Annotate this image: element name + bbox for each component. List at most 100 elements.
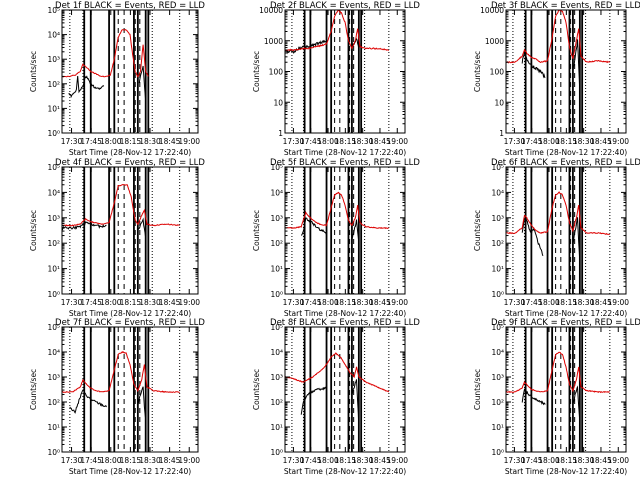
y-tick-label: 1 bbox=[499, 129, 504, 138]
y-tick-label: 10³ bbox=[47, 373, 60, 382]
plot-frame bbox=[61, 9, 199, 134]
x-tick-label: 19:00 bbox=[178, 298, 200, 307]
events-series-line bbox=[61, 221, 107, 231]
plot-frame bbox=[61, 166, 199, 295]
y-axis-label: Counts/sec bbox=[252, 369, 261, 410]
x-tick-label: 17:30 bbox=[283, 298, 305, 307]
x-tick-label: 17:30 bbox=[504, 298, 526, 307]
events-series-line bbox=[284, 39, 327, 55]
lld-series-line bbox=[505, 351, 610, 394]
y-tick-label: 10² bbox=[47, 239, 60, 248]
x-tick-label: 18:30 bbox=[139, 137, 161, 146]
y-tick-label: 10⁵ bbox=[270, 163, 283, 172]
x-axis-label: Start Time (28-Nov-12 17:22:40) bbox=[69, 148, 191, 157]
x-tick-label: 17:30 bbox=[283, 137, 305, 146]
x-axis-label: Start Time (28-Nov-12 17:22:40) bbox=[69, 467, 191, 476]
y-tick-label: 10¹ bbox=[47, 423, 60, 432]
x-tick-label: 19:00 bbox=[386, 456, 408, 465]
panel-5: Det 5f BLACK = Events, RED = LLD 10⁰ 10¹ 10… bbox=[252, 158, 420, 318]
events-series-line bbox=[521, 388, 546, 406]
y-tick-label: 10² bbox=[47, 398, 60, 407]
events-series-line bbox=[138, 65, 147, 102]
x-tick-label: 18:00 bbox=[317, 137, 339, 146]
events-series-line bbox=[351, 219, 360, 244]
y-tick-label: 1000 bbox=[264, 37, 283, 46]
x-tick-label: 19:00 bbox=[386, 137, 408, 146]
y-axis-label: Counts/sec bbox=[473, 210, 482, 251]
x-tick-label: 19:00 bbox=[607, 137, 629, 146]
y-tick-label: 10¹ bbox=[270, 423, 283, 432]
y-tick-label: 10¹ bbox=[47, 265, 60, 274]
panel-title: Det 5f BLACK = Events, RED = LLD bbox=[270, 158, 420, 168]
y-tick-label: 10² bbox=[491, 239, 504, 248]
y-tick-label: 10⁰ bbox=[491, 448, 504, 457]
x-tick-label: 18:00 bbox=[538, 137, 560, 146]
y-tick-label: 10⁵ bbox=[47, 323, 60, 332]
y-tick-label: 10³ bbox=[270, 373, 283, 382]
panel-8: Det 8f BLACK = Events, RED = LLD 10⁰ 10¹ 10… bbox=[252, 318, 420, 476]
y-tick-label: 100 bbox=[490, 68, 505, 77]
lld-series-line bbox=[61, 183, 180, 227]
y-tick-label: 10⁰ bbox=[270, 290, 283, 299]
lld-series-line bbox=[505, 9, 611, 64]
x-tick-label: 18:00 bbox=[100, 456, 122, 465]
y-tick-label: 10⁴ bbox=[47, 188, 60, 197]
events-series-line bbox=[521, 50, 546, 79]
panel-9: Det 9f BLACK = Events, RED = LLD 10⁰ 10¹ 10… bbox=[473, 318, 640, 476]
y-tick-label: 10¹ bbox=[491, 265, 504, 274]
x-tick-label: 18:00 bbox=[538, 456, 560, 465]
x-tick-label: 18:15 bbox=[120, 298, 142, 307]
y-tick-label: 10¹ bbox=[270, 265, 283, 274]
y-tick-label: 10 bbox=[273, 98, 283, 107]
x-tick-label: 19:00 bbox=[607, 456, 629, 465]
events-series-line bbox=[137, 217, 147, 239]
x-tick-label: 18:45 bbox=[159, 298, 181, 307]
y-tick-label: 10⁰ bbox=[47, 290, 60, 299]
y-tick-label: 1000 bbox=[485, 37, 504, 46]
events-series-line bbox=[521, 217, 544, 257]
y-tick-label: 10⁰ bbox=[47, 448, 60, 457]
x-tick-label: 17:30 bbox=[61, 298, 83, 307]
x-axis-label: Start Time (28-Nov-12 17:22:40) bbox=[284, 309, 406, 318]
x-tick-label: 17:45 bbox=[300, 456, 322, 465]
x-tick-label: 18:15 bbox=[120, 137, 142, 146]
x-tick-label: 18:30 bbox=[573, 298, 595, 307]
y-tick-label: 10² bbox=[47, 80, 60, 89]
y-tick-label: 10³ bbox=[47, 55, 60, 64]
x-tick-label: 18:30 bbox=[573, 456, 595, 465]
x-tick-label: 18:15 bbox=[335, 456, 357, 465]
x-tick-label: 18:15 bbox=[120, 456, 142, 465]
x-tick-label: 17:30 bbox=[504, 456, 526, 465]
x-axis-label: Start Time (28-Nov-12 17:22:40) bbox=[505, 467, 627, 476]
panel-2: Det 2f BLACK = Events, RED = LLD 1 10 100 10… bbox=[252, 1, 420, 157]
x-tick-label: 18:45 bbox=[159, 137, 181, 146]
panel-4: Det 4f BLACK = Events, RED = LLD 10⁰ 10¹ 10… bbox=[29, 158, 205, 318]
x-axis-label: Start Time (28-Nov-12 17:22:40) bbox=[505, 148, 627, 157]
lld-series-line bbox=[284, 352, 390, 393]
events-series-line bbox=[137, 386, 147, 420]
x-tick-label: 17:45 bbox=[521, 298, 543, 307]
x-tick-label: 19:00 bbox=[178, 456, 200, 465]
x-tick-label: 18:45 bbox=[369, 298, 391, 307]
x-tick-label: 18:30 bbox=[573, 137, 595, 146]
x-tick-label: 17:30 bbox=[61, 456, 83, 465]
x-tick-label: 18:30 bbox=[352, 456, 374, 465]
x-tick-label: 18:00 bbox=[538, 298, 560, 307]
x-tick-label: 18:30 bbox=[139, 456, 161, 465]
y-tick-label: 10³ bbox=[491, 214, 504, 223]
y-axis-label: Counts/sec bbox=[473, 51, 482, 92]
y-tick-label: 10⁵ bbox=[47, 6, 60, 15]
x-tick-label: 18:15 bbox=[556, 298, 578, 307]
x-tick-label: 18:45 bbox=[590, 298, 612, 307]
events-series-line bbox=[572, 39, 581, 94]
x-tick-label: 18:15 bbox=[335, 137, 357, 146]
y-axis-label: Counts/sec bbox=[473, 369, 482, 410]
y-tick-label: 10⁵ bbox=[270, 323, 283, 332]
y-tick-label: 10² bbox=[270, 398, 283, 407]
panel-title: Det 1f BLACK = Events, RED = LLD bbox=[55, 1, 205, 11]
panel-6: Det 6f BLACK = Events, RED = LLD 10⁰ 10¹ 10… bbox=[473, 158, 640, 318]
panel-3: Det 3f BLACK = Events, RED = LLD 1 10 100 10… bbox=[473, 1, 640, 157]
y-axis-label: Counts/sec bbox=[29, 51, 38, 92]
y-tick-label: 10¹ bbox=[491, 423, 504, 432]
